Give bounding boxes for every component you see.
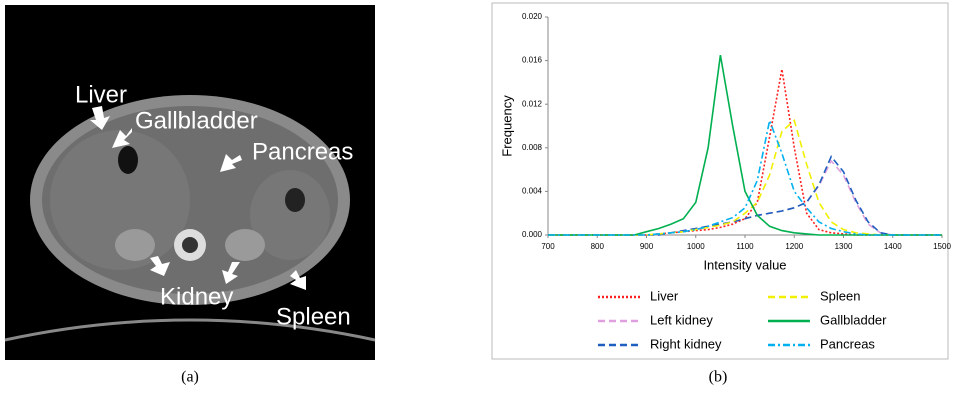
series-line: [548, 121, 942, 236]
ct-image: Liver Gallbladder Pancreas Kidney Spleen: [5, 5, 375, 360]
x-tick-label: 700: [541, 242, 555, 251]
legend-label: Right kidney: [650, 336, 722, 351]
figure: Liver Gallbladder Pancreas Kidney Spleen…: [0, 0, 953, 389]
x-tick-label: 1500: [933, 242, 951, 251]
y-tick-label: 0.008: [522, 143, 543, 152]
y-tick-label: 0.000: [522, 230, 543, 239]
page: Liver Gallbladder Pancreas Kidney Spleen…: [0, 0, 953, 389]
x-tick-label: 800: [591, 242, 605, 251]
organ-label: Gallbladder: [135, 107, 258, 134]
x-tick-label: 1100: [736, 242, 754, 251]
y-tick-label: 0.012: [522, 99, 543, 108]
series-line: [548, 161, 942, 235]
organ-label: Liver: [75, 81, 127, 108]
legend-label: Gallbladder: [820, 312, 887, 327]
x-axis-label: Intensity value: [703, 257, 786, 272]
legend-label: Pancreas: [820, 336, 875, 351]
caption: (a): [181, 369, 199, 386]
series-line: [548, 69, 942, 235]
x-tick-label: 900: [640, 242, 654, 251]
caption: (b): [709, 369, 728, 386]
organ-label: Kidney: [160, 283, 233, 310]
y-tick-label: 0.004: [522, 187, 543, 196]
organ-label: Spleen: [276, 303, 351, 330]
x-tick-label: 1000: [687, 242, 705, 251]
organ-label: Pancreas: [252, 138, 353, 165]
x-tick-label: 1200: [785, 242, 803, 251]
legend-label: Liver: [650, 288, 679, 303]
y-axis-label: Frequency: [499, 95, 514, 157]
y-tick-label: 0.016: [522, 56, 543, 65]
legend-label: Left kidney: [650, 312, 713, 327]
series-line: [548, 157, 942, 236]
y-tick-label: 0.020: [522, 12, 543, 21]
series-line: [548, 55, 942, 235]
series-line: [548, 121, 942, 236]
x-tick-label: 1300: [835, 242, 853, 251]
x-tick-label: 1400: [884, 242, 902, 251]
legend-label: Spleen: [820, 288, 860, 303]
